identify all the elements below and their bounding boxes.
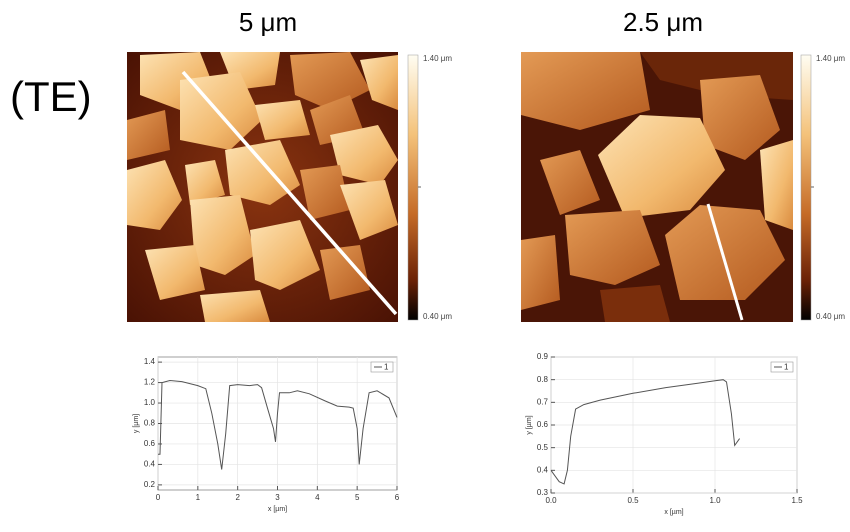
colorbar-label: 0.40 μm bbox=[423, 312, 452, 321]
y-tick-label: 0.8 bbox=[537, 375, 549, 384]
y-tick-label: 0.6 bbox=[537, 420, 549, 429]
x-tick-label: 3 bbox=[275, 493, 280, 502]
y-tick-label: 0.3 bbox=[537, 488, 549, 497]
x-tick-label: 0.5 bbox=[627, 496, 639, 505]
scale-title: 2.5 μm bbox=[623, 7, 703, 37]
y-tick-label: 0.6 bbox=[144, 439, 156, 448]
y-tick-label: 1.4 bbox=[144, 357, 156, 366]
colorbar-label: 1.40 μm bbox=[816, 54, 845, 63]
x-tick-label: 0.0 bbox=[545, 496, 557, 505]
data-line bbox=[550, 379, 741, 485]
y-tick-label: 0.5 bbox=[537, 443, 549, 452]
y-axis-label: y [µm] bbox=[526, 415, 533, 434]
x-axis-label: x [µm] bbox=[268, 506, 287, 513]
x-tick-label: 1 bbox=[196, 493, 201, 502]
x-tick-label: 1.0 bbox=[709, 496, 721, 505]
afm-image bbox=[521, 52, 793, 322]
line-chart: 0.0 0.5 1.0 1.5 0.3 0.4 0.5 0.6 0.7 0.8 0.9 x [µm] y… bbox=[526, 352, 803, 516]
x-tick-label: 4 bbox=[315, 493, 320, 502]
y-tick-label: 0.4 bbox=[537, 465, 549, 474]
panel-label: (TE) bbox=[10, 73, 92, 120]
colorbar-label: 1.40 μm bbox=[423, 54, 452, 63]
y-tick-label: 1.0 bbox=[144, 398, 156, 407]
colorbar: 1.40 μm 0.40 μm bbox=[800, 54, 845, 321]
afm-image bbox=[127, 52, 398, 322]
y-tick-label: 1.2 bbox=[144, 378, 156, 387]
y-axis-label: y [µm] bbox=[133, 414, 140, 433]
x-tick-label: 6 bbox=[395, 493, 400, 502]
scale-title: 5 μm bbox=[239, 7, 297, 37]
x-tick-label: 5 bbox=[355, 493, 360, 502]
line-chart: 0 1 2 3 4 5 6 0.2 0.4 0.6 0.8 1.0 1.2 1.4 x [µm] y [µm]… bbox=[133, 356, 400, 513]
y-tick-label: 0.4 bbox=[144, 460, 156, 469]
legend-label: 1 bbox=[784, 363, 789, 372]
x-axis-label: x [µm] bbox=[664, 509, 683, 516]
legend-label: 1 bbox=[384, 363, 389, 372]
colorbar-label: 0.40 μm bbox=[816, 312, 845, 321]
colorbar: 1.40 μm 0.40 μm bbox=[407, 54, 452, 321]
x-tick-label: 0 bbox=[156, 493, 161, 502]
x-tick-label: 1.5 bbox=[791, 496, 803, 505]
y-tick-label: 0.7 bbox=[537, 397, 549, 406]
y-tick-label: 0.9 bbox=[537, 352, 549, 361]
data-line bbox=[158, 379, 398, 470]
y-tick-label: 0.8 bbox=[144, 419, 156, 428]
y-tick-label: 0.2 bbox=[144, 480, 156, 489]
x-tick-label: 2 bbox=[235, 493, 240, 502]
